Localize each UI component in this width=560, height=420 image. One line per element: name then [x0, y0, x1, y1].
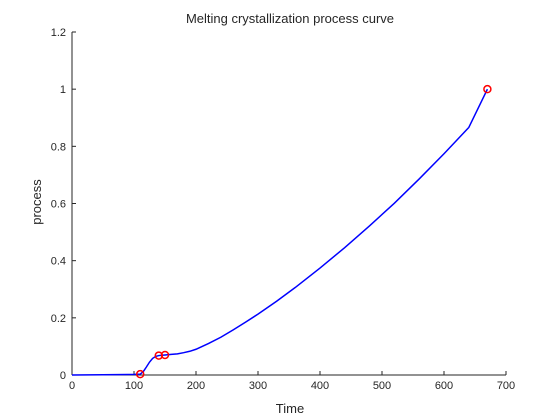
data-point-marker — [135, 369, 145, 379]
series-line-0 — [71, 88, 489, 376]
data-point-marker — [160, 350, 170, 360]
x-tick-label: 0 — [69, 380, 75, 392]
x-tick-label: 100 — [125, 380, 143, 392]
y-tick-label: 0.2 — [51, 313, 66, 325]
data-point-marker — [483, 84, 492, 94]
x-tick-label: 200 — [187, 380, 205, 392]
x-tick-label: 700 — [497, 380, 515, 392]
x-tick-label: 600 — [435, 380, 453, 392]
plot-axes — [71, 32, 506, 376]
y-axis-label: process — [29, 179, 44, 225]
y-tick-label: 0.4 — [51, 256, 66, 268]
data-point-marker — [154, 351, 164, 360]
y-tick-label: 0.8 — [51, 141, 66, 153]
y-tick-label: 1.2 — [51, 27, 66, 39]
x-tick-label: 400 — [311, 380, 329, 392]
x-axis-label: Time — [276, 401, 304, 416]
y-tick-label: 1 — [60, 84, 66, 96]
plot-area — [71, 84, 492, 379]
plot-background — [72, 32, 506, 375]
chart-title: Melting crystallization process curve — [186, 11, 394, 26]
y-tick-label: 0 — [60, 370, 66, 382]
x-tick-label: 500 — [373, 380, 391, 392]
x-tick-label: 300 — [249, 380, 267, 392]
y-tick-label: 0.6 — [51, 199, 66, 211]
